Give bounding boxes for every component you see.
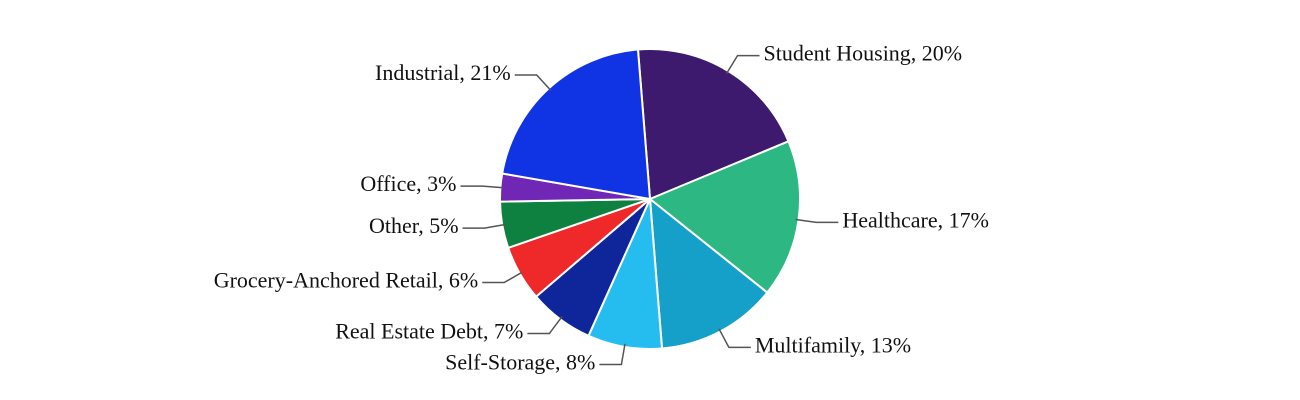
- data-label: Self-Storage, 8%: [445, 350, 595, 375]
- leader-line: [795, 218, 839, 224]
- leader-line: [460, 185, 504, 189]
- data-label: Multifamily, 13%: [755, 332, 911, 357]
- pie-slice: [501, 48, 652, 201]
- leader-line: [599, 343, 626, 366]
- data-label: Real Estate Debt, 7%: [335, 319, 523, 344]
- data-label: Other, 5%: [369, 213, 459, 238]
- leader-line: [482, 271, 523, 284]
- leader-line: [527, 316, 563, 335]
- leader-line: [718, 328, 751, 349]
- data-label: Grocery-Anchored Retail, 6%: [214, 268, 479, 293]
- leader-line: [462, 223, 506, 229]
- data-label: Student Housing, 20%: [764, 41, 963, 66]
- data-label: Office, 3%: [360, 171, 456, 196]
- data-label: Healthcare, 17%: [842, 207, 989, 232]
- leader-line: [725, 54, 760, 74]
- data-label: Industrial, 21%: [375, 60, 511, 85]
- leader-line: [514, 74, 552, 91]
